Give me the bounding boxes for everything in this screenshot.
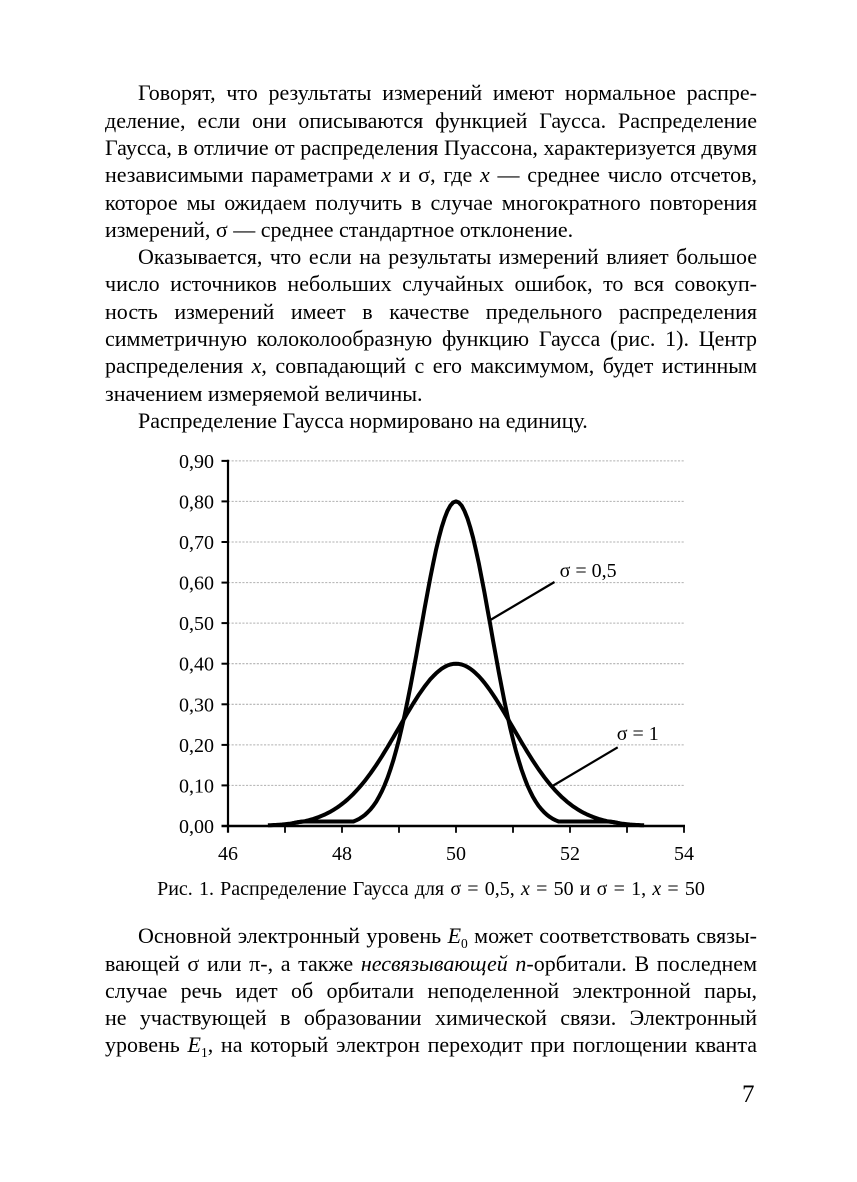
svg-text:50: 50 — [446, 843, 466, 865]
svg-text:52: 52 — [560, 843, 580, 865]
svg-text:0,60: 0,60 — [179, 573, 214, 595]
svg-text:0,50: 0,50 — [179, 613, 214, 635]
svg-text:0,70: 0,70 — [179, 532, 214, 554]
svg-text:0,30: 0,30 — [179, 694, 214, 716]
svg-text:0,10: 0,10 — [179, 775, 214, 797]
svg-text:σ = 0,5: σ = 0,5 — [560, 560, 617, 582]
svg-text:σ = 1: σ = 1 — [617, 723, 659, 745]
svg-text:0,20: 0,20 — [179, 735, 214, 757]
svg-text:0,00: 0,00 — [179, 816, 214, 838]
svg-text:48: 48 — [332, 843, 352, 865]
svg-text:46: 46 — [218, 843, 238, 865]
svg-text:0,40: 0,40 — [179, 654, 214, 676]
svg-text:0,90: 0,90 — [179, 451, 214, 473]
svg-text:54: 54 — [674, 843, 694, 865]
svg-text:0,80: 0,80 — [179, 491, 214, 513]
